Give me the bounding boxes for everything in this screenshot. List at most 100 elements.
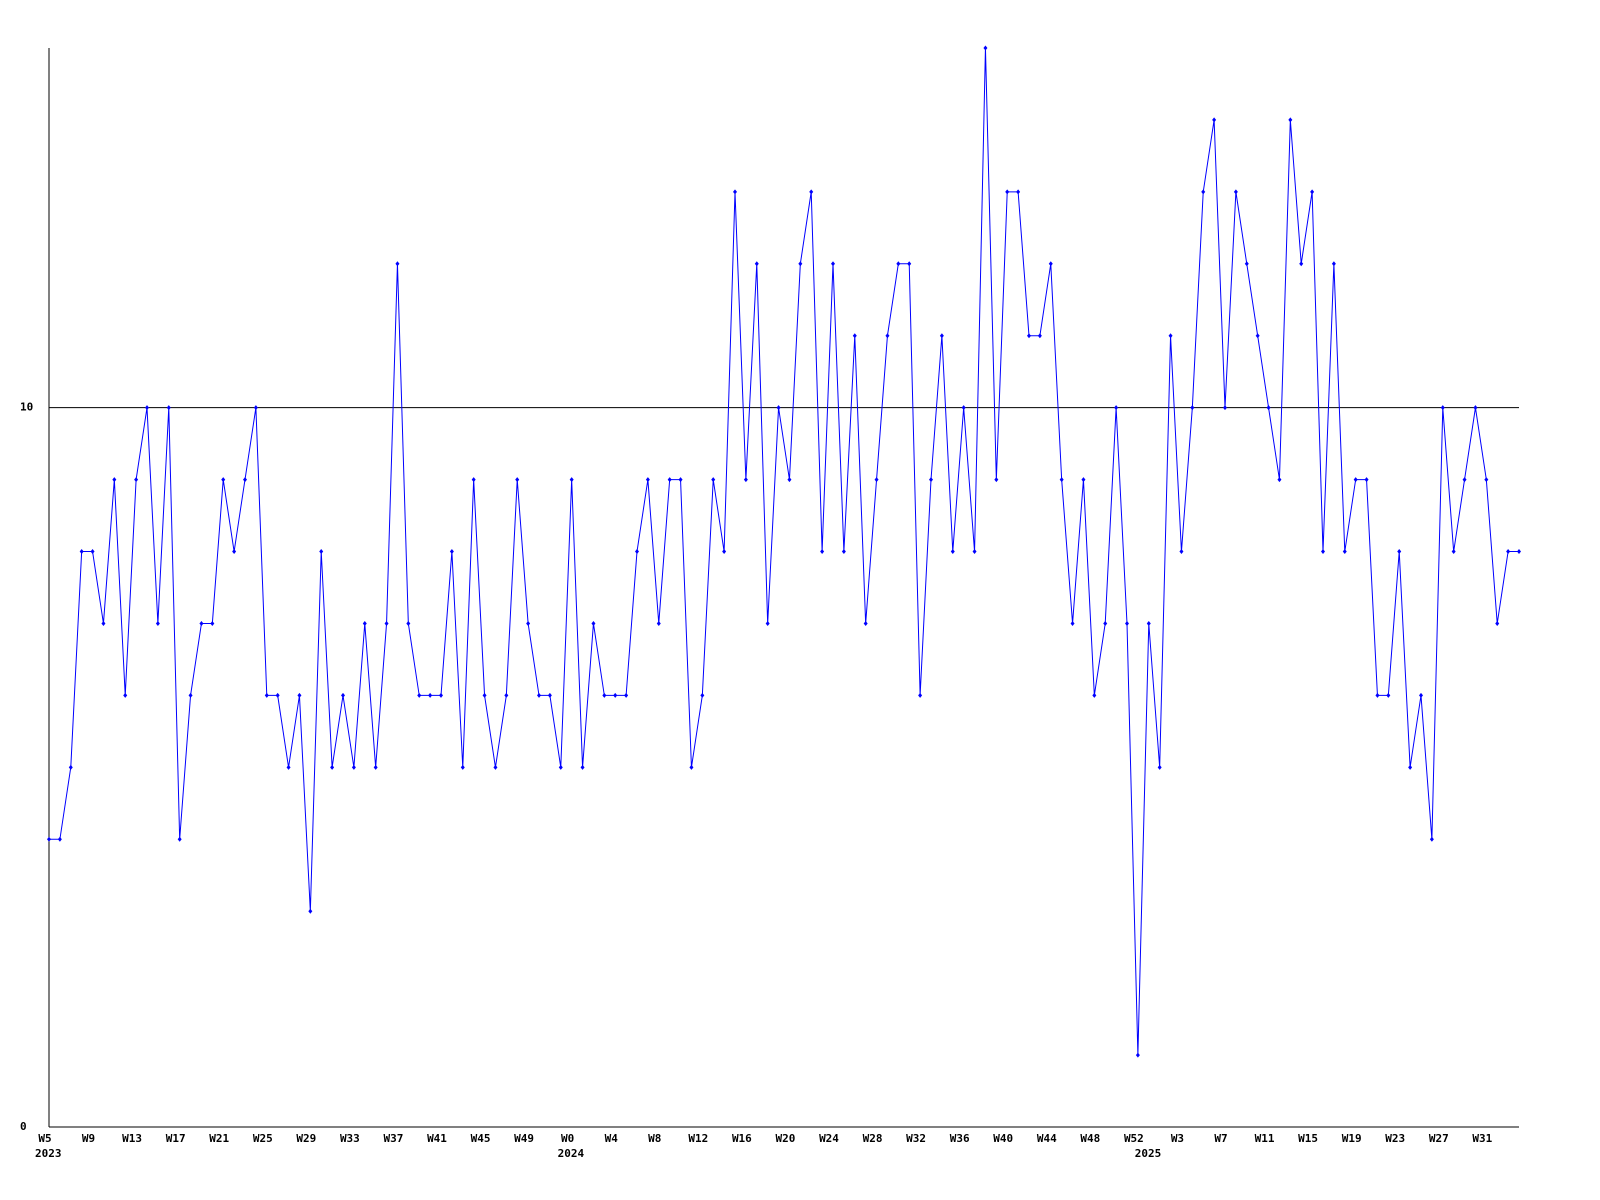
- x-tick-label: W16: [732, 1132, 752, 1145]
- point: [1310, 189, 1315, 195]
- point: [308, 908, 313, 914]
- point: [591, 620, 596, 626]
- point: [384, 620, 389, 626]
- x-tick-label: W0: [561, 1132, 574, 1145]
- point: [1255, 333, 1260, 339]
- point: [1081, 477, 1086, 483]
- point: [733, 189, 737, 195]
- point: [428, 692, 433, 698]
- point: [439, 692, 443, 698]
- point: [1168, 333, 1173, 339]
- x-tick-label: W17: [166, 1132, 186, 1145]
- point: [1103, 620, 1108, 626]
- x-tick-label: W45: [471, 1132, 491, 1145]
- point: [1048, 261, 1053, 267]
- point: [1190, 405, 1195, 411]
- point: [221, 477, 226, 483]
- point: [798, 261, 803, 267]
- point: [493, 764, 498, 770]
- point: [1342, 549, 1347, 555]
- x-tick-label: W7: [1214, 1132, 1227, 1145]
- y-tick-label: 10: [20, 401, 33, 414]
- x-tick-label: W33: [340, 1132, 360, 1145]
- point: [711, 477, 716, 483]
- x-tick-label: W52: [1124, 1132, 1144, 1145]
- point: [1027, 333, 1031, 339]
- x-tick-label: W23: [1385, 1132, 1405, 1145]
- point: [1201, 189, 1206, 195]
- point: [526, 620, 531, 626]
- point: [537, 692, 541, 698]
- point: [341, 692, 345, 698]
- point: [504, 692, 509, 698]
- point: [950, 549, 955, 555]
- point: [362, 620, 367, 626]
- point: [123, 692, 128, 698]
- x-tick-label: W48: [1080, 1132, 1100, 1145]
- point: [1146, 620, 1151, 626]
- point: [1321, 549, 1325, 555]
- x-tick-label: W27: [1429, 1132, 1449, 1145]
- point: [580, 764, 585, 770]
- year-label: 2024: [558, 1147, 585, 1160]
- point: [1092, 692, 1097, 698]
- point: [1517, 549, 1521, 555]
- point: [1429, 836, 1434, 842]
- point: [1266, 405, 1271, 411]
- point: [929, 477, 933, 483]
- point: [874, 477, 879, 483]
- point: [569, 477, 574, 483]
- x-tick-label: W13: [122, 1132, 142, 1145]
- point: [896, 261, 901, 267]
- point: [417, 692, 422, 698]
- point: [47, 836, 51, 842]
- line: [49, 47, 1519, 1056]
- x-tick-label: W28: [863, 1132, 883, 1145]
- x-tick-label: W41: [427, 1132, 447, 1145]
- point: [624, 692, 629, 698]
- point: [754, 261, 759, 267]
- point: [1495, 620, 1500, 626]
- x-tick-label: W19: [1342, 1132, 1362, 1145]
- point: [1397, 549, 1402, 555]
- point: [373, 764, 378, 770]
- point: [863, 620, 868, 626]
- point: [1408, 764, 1413, 770]
- point: [471, 477, 476, 483]
- point: [1037, 333, 1042, 339]
- x-tick-label: W11: [1255, 1132, 1275, 1145]
- x-tick-label: W4: [605, 1132, 619, 1145]
- point: [656, 620, 661, 626]
- x-tick-label: W37: [384, 1132, 404, 1145]
- point: [1114, 405, 1119, 411]
- point: [1299, 261, 1304, 267]
- point: [1419, 692, 1423, 698]
- x-tick-label: W21: [209, 1132, 229, 1145]
- point: [678, 477, 683, 483]
- point: [1331, 261, 1336, 267]
- point: [1016, 189, 1021, 195]
- point: [743, 477, 748, 483]
- point: [939, 333, 944, 339]
- point: [1157, 764, 1162, 770]
- x-tick-label: W9: [82, 1132, 95, 1145]
- point: [243, 477, 247, 483]
- point: [1212, 117, 1217, 123]
- point: [1364, 477, 1369, 483]
- point: [210, 620, 215, 626]
- point: [613, 692, 618, 698]
- year-label: 2025: [1135, 1147, 1162, 1160]
- point: [68, 764, 73, 770]
- point: [722, 549, 727, 555]
- point: [820, 549, 825, 555]
- point: [765, 620, 770, 626]
- x-tick-label: W29: [296, 1132, 316, 1145]
- point: [275, 692, 280, 698]
- year-label: 2023: [35, 1147, 62, 1160]
- x-tick-label: W31: [1472, 1132, 1492, 1145]
- point: [558, 764, 563, 770]
- point: [319, 549, 324, 555]
- x-tick-label: W12: [688, 1132, 708, 1145]
- point: [482, 692, 487, 698]
